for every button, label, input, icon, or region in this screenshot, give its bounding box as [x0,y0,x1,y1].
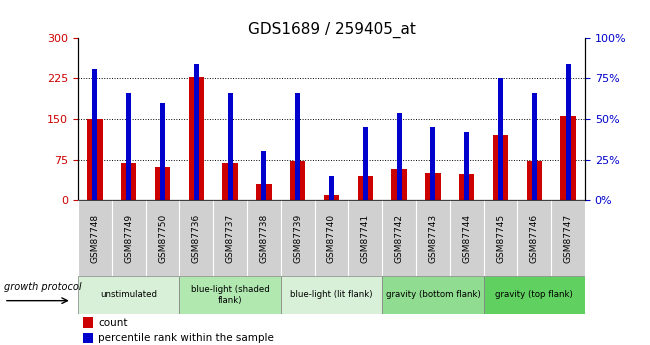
Text: gravity (bottom flank): gravity (bottom flank) [385,290,480,299]
Bar [261,151,266,200]
Bar [382,276,484,314]
Bar [363,127,368,200]
Bar [430,127,436,200]
Text: unstimulated: unstimulated [100,290,157,299]
Bar [126,93,131,200]
Bar [396,112,402,200]
Bar [121,163,136,200]
Bar [532,93,537,200]
Text: GSM87736: GSM87736 [192,214,201,263]
Text: GSM87744: GSM87744 [462,214,471,263]
Bar [560,116,576,200]
Bar [464,132,469,200]
Bar [222,163,238,200]
Bar [92,69,98,200]
Text: GSM87745: GSM87745 [496,214,505,263]
Bar [484,276,585,314]
Bar [459,174,474,200]
Bar [281,276,382,314]
Text: GSM87746: GSM87746 [530,214,539,263]
Text: GSM87742: GSM87742 [395,214,404,263]
Bar [358,176,373,200]
Text: GSM87738: GSM87738 [259,214,268,263]
Bar [566,64,571,200]
Text: GSM87740: GSM87740 [327,214,336,263]
Bar [526,161,542,200]
Bar [329,176,334,200]
Bar [194,64,199,200]
Text: GSM87741: GSM87741 [361,214,370,263]
Text: GSM87739: GSM87739 [293,214,302,263]
Bar [160,103,165,200]
Bar [78,276,179,314]
Bar [179,276,281,314]
Bar [87,119,103,200]
Bar [425,173,441,200]
Text: count: count [98,318,128,328]
Text: GSM87737: GSM87737 [226,214,235,263]
Bar [391,169,407,200]
Text: GSM87743: GSM87743 [428,214,437,263]
Text: blue-light (lit flank): blue-light (lit flank) [291,290,372,299]
Bar [83,317,93,328]
Bar [155,167,170,200]
Text: GSM87750: GSM87750 [158,214,167,263]
Title: GDS1689 / 259405_at: GDS1689 / 259405_at [248,22,415,38]
Bar [290,161,305,200]
Bar [188,77,204,200]
Bar [295,93,300,200]
Text: blue-light (shaded
flank): blue-light (shaded flank) [190,285,270,305]
Bar [83,333,93,344]
Text: GSM87749: GSM87749 [124,214,133,263]
Text: percentile rank within the sample: percentile rank within the sample [98,333,274,343]
Text: GSM87748: GSM87748 [90,214,99,263]
Bar [324,195,339,200]
Text: GSM87747: GSM87747 [564,214,573,263]
Bar [256,184,272,200]
Bar [498,78,503,200]
Bar [227,93,233,200]
Bar [493,135,508,200]
Text: gravity (top flank): gravity (top flank) [495,290,573,299]
Text: growth protocol: growth protocol [4,282,81,292]
